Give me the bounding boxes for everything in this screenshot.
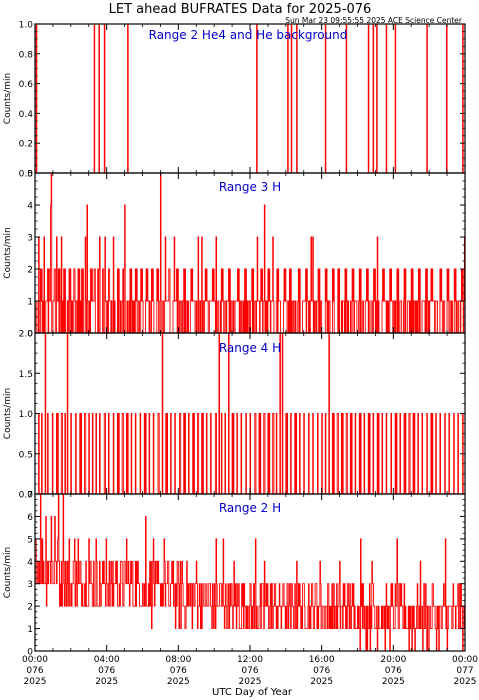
x-tick-year: 2025 bbox=[167, 677, 190, 687]
x-tick-year: 2025 bbox=[24, 677, 47, 687]
series-line bbox=[35, 493, 466, 652]
panel-1: 0.0 0.2 0.4 0.6 0.8 1.0 Counts/min Range 2 He4 … bbox=[3, 21, 466, 180]
y-tick-label: 4 bbox=[27, 558, 33, 568]
x-tick-time: 12:00 bbox=[237, 655, 263, 665]
y-axis-title: Counts/min bbox=[3, 547, 13, 598]
y-tick-label: 4 bbox=[27, 202, 33, 212]
y-tick-label: 1.0 bbox=[19, 410, 34, 420]
y-tick-label: 0 bbox=[27, 648, 33, 658]
y-tick-label: 5 bbox=[27, 535, 33, 545]
panel-title: Range 4 H bbox=[219, 341, 281, 355]
y-tick-label: 6 bbox=[27, 513, 33, 523]
y-tick-label: 0.8 bbox=[19, 50, 34, 60]
x-axis-labels: 00:00076202504:00076202508:00076202512:0… bbox=[22, 655, 478, 687]
x-tick-year: 2025 bbox=[310, 677, 333, 687]
y-axis-title: Counts/min bbox=[3, 73, 13, 124]
y-axis-title: Counts/min bbox=[3, 227, 13, 278]
y-tick-label: 3 bbox=[27, 580, 33, 590]
x-tick-doy: 076 bbox=[98, 666, 115, 676]
panel-4: 0 1 2 3 4 5 6 7 Counts/min Range 2 H bbox=[3, 491, 466, 658]
x-tick-time: 08:00 bbox=[165, 655, 191, 665]
x-tick-year: 2025 bbox=[454, 677, 477, 687]
y-tick-label: 0.0 bbox=[19, 491, 34, 501]
y-tick-label: 0.2 bbox=[19, 140, 33, 150]
y-tick-label: 1.5 bbox=[19, 370, 33, 380]
y-tick-label: 7 bbox=[27, 491, 33, 501]
series-line bbox=[35, 332, 465, 495]
timestamp-label: Sun Mar 23 09:55:55 2025 ACE Science Cen… bbox=[285, 16, 463, 25]
panel-title: Range 2 H bbox=[219, 501, 281, 515]
panel-3: 0.0 0.5 1.0 1.5 2.0 Counts/min Range 4 H bbox=[3, 330, 466, 501]
x-tick-time: 20:00 bbox=[380, 655, 406, 665]
x-tick-time: 04:00 bbox=[94, 655, 120, 665]
x-tick-time: 00:00 bbox=[452, 655, 478, 665]
x-tick-time: 00:00 bbox=[22, 655, 48, 665]
x-tick-doy: 076 bbox=[385, 666, 402, 676]
panel-title: Range 3 H bbox=[219, 180, 281, 194]
x-tick-doy: 076 bbox=[241, 666, 258, 676]
y-tick-label: 2.0 bbox=[19, 330, 34, 340]
y-tick-label: 2 bbox=[27, 266, 33, 276]
y-tick-label: 3 bbox=[27, 234, 33, 244]
y-axis-title: Counts/min bbox=[3, 388, 13, 439]
x-tick-doy: 076 bbox=[313, 666, 330, 676]
y-tick-label: 0 bbox=[27, 330, 33, 340]
x-axis-title: UTC Day of Year bbox=[212, 687, 293, 698]
x-tick-year: 2025 bbox=[95, 677, 118, 687]
x-tick-year: 2025 bbox=[382, 677, 405, 687]
x-tick-doy: 077 bbox=[456, 666, 473, 676]
y-tick-label: 1.0 bbox=[19, 21, 34, 31]
x-tick-time: 16:00 bbox=[309, 655, 335, 665]
series-line bbox=[35, 23, 465, 174]
y-tick-label: 0.6 bbox=[19, 80, 34, 90]
y-tick-label: 0.4 bbox=[19, 110, 34, 120]
panels: 0.0 0.2 0.4 0.6 0.8 1.0 Counts/min Range 2 He4 … bbox=[3, 21, 466, 658]
y-tick-label: 2 bbox=[27, 603, 33, 613]
series-line bbox=[35, 172, 466, 334]
x-tick-year: 2025 bbox=[239, 677, 262, 687]
y-tick-label: 5 bbox=[27, 170, 33, 180]
x-tick-doy: 076 bbox=[26, 666, 43, 676]
y-tick-label: 1 bbox=[27, 298, 33, 308]
figure-title: LET ahead BUFRATES Data for 2025-076 bbox=[109, 2, 372, 17]
y-tick-label: 0.0 bbox=[19, 170, 34, 180]
panel-title: Range 2 He4 and He background bbox=[149, 28, 348, 42]
y-tick-label: 1 bbox=[27, 625, 33, 635]
y-tick-label: 0.5 bbox=[19, 450, 33, 460]
panel-2: 0 1 2 3 4 5 Counts/min Range 3 H bbox=[3, 170, 466, 340]
x-tick-doy: 076 bbox=[170, 666, 187, 676]
